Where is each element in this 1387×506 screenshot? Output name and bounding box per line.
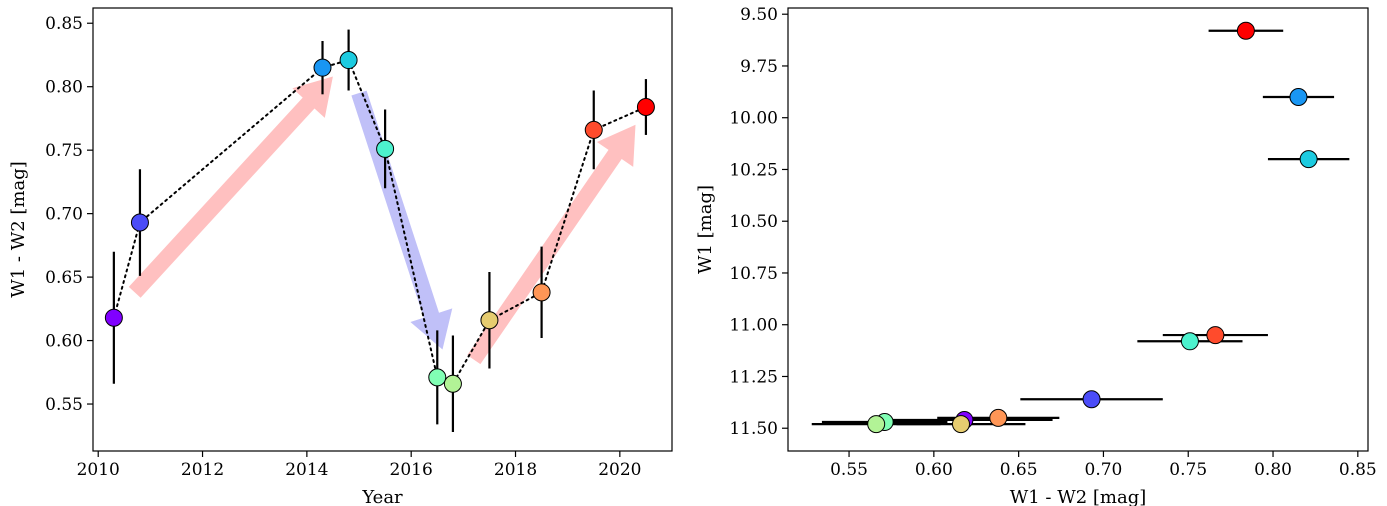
x-tick-label: 0.70 — [1085, 460, 1123, 480]
data-points — [868, 22, 1317, 432]
trend-arrow — [129, 77, 333, 298]
color-vs-year-panel: 2010 2012 2014 2016 2018 2020 0.55 0.60 0.65 0.7… — [8, 8, 672, 506]
data-point — [990, 409, 1007, 426]
data-point — [481, 312, 498, 329]
data-point — [637, 99, 654, 116]
y-tick-label: 10.75 — [729, 264, 778, 284]
x-tick-label: 2020 — [598, 460, 641, 480]
x-tick-label: 0.75 — [1169, 460, 1207, 480]
data-point — [1290, 89, 1307, 106]
data-point — [868, 416, 885, 433]
y-tick-label: 0.85 — [45, 14, 83, 34]
plot-frame — [788, 8, 1368, 451]
x-tick-label: 2018 — [494, 460, 537, 480]
x-tick-label: 2016 — [390, 460, 433, 480]
x-axis-ticks: 2010 2012 2014 2016 2018 2020 — [77, 451, 642, 480]
y-tick-label: 11.50 — [729, 419, 778, 439]
y-tick-label: 9.50 — [740, 5, 778, 25]
y-tick-label: 0.75 — [45, 141, 83, 161]
x-tick-label: 2010 — [77, 460, 120, 480]
x-tick-label: 0.85 — [1339, 460, 1377, 480]
y-tick-label: 11.25 — [729, 367, 778, 387]
y-tick-label: 9.75 — [740, 57, 778, 77]
data-point — [533, 284, 550, 301]
y-axis-label: W1 [mag] — [695, 185, 716, 274]
y-tick-label: 10.50 — [729, 212, 778, 232]
data-point — [105, 309, 122, 326]
x-tick-label: 0.80 — [1254, 460, 1292, 480]
x-axis-ticks: 0.55 0.60 0.65 0.70 0.75 0.80 0.85 — [830, 451, 1377, 480]
data-point — [314, 59, 331, 76]
data-point — [1083, 391, 1100, 408]
y-axis-label: W1 - W2 [mag] — [8, 161, 29, 298]
x-axis-label: W1 - W2 [mag] — [1010, 487, 1147, 506]
x-tick-label: 0.65 — [1000, 460, 1038, 480]
y-tick-label: 0.65 — [45, 268, 83, 288]
magnitude-vs-color-panel: 0.55 0.60 0.65 0.70 0.75 0.80 0.85 9.50 9.75 10.… — [695, 5, 1377, 506]
data-point — [429, 369, 446, 386]
plot-frame — [93, 8, 672, 451]
y-tick-label: 0.60 — [45, 332, 83, 352]
data-point — [1207, 327, 1224, 344]
y-tick-label: 10.00 — [729, 109, 778, 129]
y-tick-label: 11.00 — [729, 316, 778, 336]
data-point — [952, 416, 969, 433]
data-point — [1181, 333, 1198, 350]
y-axis-ticks: 9.50 9.75 10.00 10.25 10.50 10.75 11.00 11.25 11… — [729, 5, 788, 439]
data-point — [377, 140, 394, 157]
y-tick-label: 0.55 — [45, 395, 83, 415]
data-point — [340, 52, 357, 69]
y-axis-ticks: 0.55 0.60 0.65 0.70 0.75 0.80 0.85 — [45, 14, 93, 415]
trend-arrows — [129, 77, 636, 365]
y-tick-label: 0.80 — [45, 78, 83, 98]
data-point — [131, 214, 148, 231]
data-point — [1237, 22, 1254, 39]
error-bars — [812, 31, 1350, 424]
x-tick-label: 2014 — [285, 460, 328, 480]
y-tick-label: 10.25 — [729, 160, 778, 180]
data-point — [444, 375, 461, 392]
x-tick-label: 2012 — [181, 460, 224, 480]
x-tick-label: 0.55 — [830, 460, 868, 480]
data-point — [585, 121, 602, 138]
y-tick-label: 0.70 — [45, 205, 83, 225]
x-axis-label: Year — [361, 487, 403, 506]
data-point — [1300, 151, 1317, 168]
x-tick-label: 0.60 — [915, 460, 953, 480]
